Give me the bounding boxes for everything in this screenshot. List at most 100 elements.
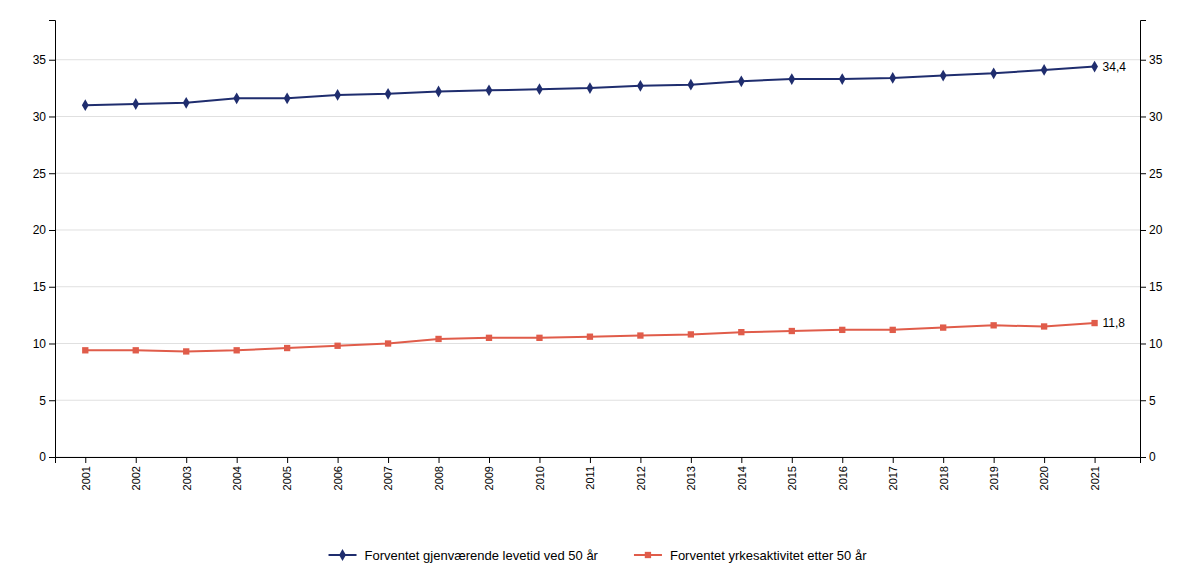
y-tick-mark xyxy=(49,343,55,344)
y2-axis-line xyxy=(1141,21,1147,458)
point xyxy=(990,67,997,79)
point xyxy=(486,84,493,96)
x-tick: 2020 xyxy=(1038,457,1050,490)
grid-line xyxy=(55,59,1140,60)
x-tick: 2008 xyxy=(433,457,445,490)
legend-label: Forventet yrkesaktivitet etter 50 år xyxy=(670,548,867,563)
x-tick: 2018 xyxy=(938,457,950,490)
point xyxy=(284,92,291,104)
legend-label: Forventet gjenværende levetid ved 50 år xyxy=(365,548,599,563)
x-tick-mark xyxy=(640,457,641,463)
x-tick-mark xyxy=(741,457,742,463)
y-tick: 5 xyxy=(39,394,55,408)
grid-line xyxy=(55,286,1140,287)
point xyxy=(738,75,745,87)
x-tick: 2019 xyxy=(988,457,1000,490)
grid-line xyxy=(55,116,1140,117)
x-tick-mark xyxy=(489,457,490,463)
y-tick-mark xyxy=(49,60,55,61)
x-tick: 2011 xyxy=(584,457,596,490)
x-tick: 2007 xyxy=(382,457,394,490)
point xyxy=(637,332,643,338)
annotation: 11,8 xyxy=(1103,316,1126,330)
x-tick-label: 2006 xyxy=(332,466,344,490)
y-tick-label: 30 xyxy=(33,110,47,124)
x-tick-mark xyxy=(1044,457,1045,463)
x-tick-mark xyxy=(842,457,843,463)
point xyxy=(1091,61,1098,73)
x-tick-mark xyxy=(287,457,288,463)
x-tick-mark xyxy=(85,457,86,463)
chart: 2001200220032004200520062007200820092010… xyxy=(0,0,1200,577)
x-tick: 2016 xyxy=(837,457,849,490)
y2-tick-mark xyxy=(1140,173,1146,174)
y-axis-line xyxy=(49,21,56,458)
x-tick-mark xyxy=(792,457,793,463)
x-tick: 2002 xyxy=(130,457,142,490)
y2-tick-label: 0 xyxy=(1149,450,1156,464)
legend-swatch-marker xyxy=(645,552,651,558)
y2-tick-label: 5 xyxy=(1149,394,1156,408)
x-tick-label: 2016 xyxy=(837,466,849,490)
x-tick-label: 2017 xyxy=(887,466,899,490)
x-axis-line xyxy=(56,458,1141,464)
x-tick-label: 2007 xyxy=(382,466,394,490)
y2-tick-label: 10 xyxy=(1149,337,1163,351)
x-tick-label: 2014 xyxy=(736,466,748,490)
x-tick-label: 2011 xyxy=(584,466,596,490)
x-tick: 2014 xyxy=(736,457,748,490)
y-tick-label: 25 xyxy=(33,167,47,181)
point xyxy=(738,329,744,335)
x-tick: 2006 xyxy=(332,457,344,490)
y-tick-mark xyxy=(49,457,55,458)
y2-tick-mark xyxy=(1140,457,1146,458)
plot-area xyxy=(82,61,1098,355)
legend-item: Forventet yrkesaktivitet etter 50 år xyxy=(634,548,867,563)
point xyxy=(688,331,694,337)
x-tick-label: 2015 xyxy=(786,466,798,490)
series-line xyxy=(85,67,1094,106)
x-tick: 2005 xyxy=(281,457,293,490)
grid-line xyxy=(55,343,1140,344)
point xyxy=(890,327,896,333)
y2-tick-mark xyxy=(1140,230,1146,231)
point xyxy=(789,328,795,334)
y-tick-mark xyxy=(49,287,55,288)
point xyxy=(183,348,189,354)
x-tick-label: 2012 xyxy=(635,466,647,490)
x-tick: 2021 xyxy=(1089,457,1101,490)
x-tick-mark xyxy=(943,457,944,463)
x-tick-mark xyxy=(994,457,995,463)
x-tick-label: 2003 xyxy=(181,466,193,490)
y2-tick-mark xyxy=(1140,400,1146,401)
point xyxy=(233,92,240,104)
y2-tick-label: 25 xyxy=(1149,167,1163,181)
point xyxy=(486,335,492,341)
point xyxy=(334,89,341,101)
x-tick: 2015 xyxy=(786,457,798,490)
point xyxy=(1041,323,1047,329)
x-tick-label: 2004 xyxy=(231,466,243,490)
x-tick: 2004 xyxy=(231,457,243,490)
y2-tick: 10 xyxy=(1140,337,1163,351)
legend: Forventet gjenværende levetid ved 50 år F… xyxy=(329,548,868,563)
x-tick-mark xyxy=(186,457,187,463)
y-tick: 10 xyxy=(33,337,55,351)
y-tick-mark xyxy=(49,230,55,231)
x-tick-mark xyxy=(388,457,389,463)
point xyxy=(587,82,594,94)
y2-tick: 20 xyxy=(1140,223,1163,237)
point xyxy=(536,83,543,95)
x-tick: 2012 xyxy=(635,457,647,490)
point xyxy=(687,79,694,91)
x-tick-label: 2018 xyxy=(938,466,950,490)
point xyxy=(637,80,644,92)
grid-line xyxy=(55,173,1140,174)
y-tick-label: 0 xyxy=(39,450,46,464)
x-tick-label: 2009 xyxy=(483,466,495,490)
y2-tick: 30 xyxy=(1140,110,1163,124)
y-tick: 25 xyxy=(33,167,55,181)
point xyxy=(587,334,593,340)
x-tick-label: 2013 xyxy=(685,466,697,490)
point xyxy=(183,97,190,109)
